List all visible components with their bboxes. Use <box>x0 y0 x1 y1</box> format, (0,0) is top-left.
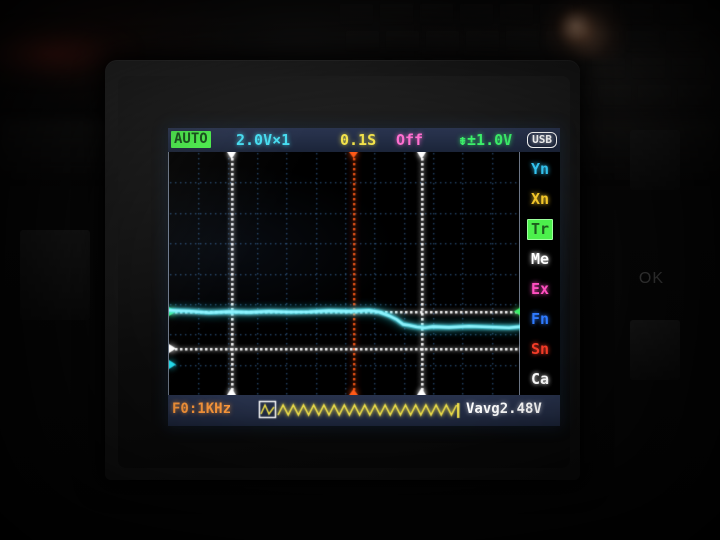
measurement-label[interactable]: Vavg2.48V <box>466 401 542 417</box>
menu-item-xn[interactable]: Xn <box>520 184 560 214</box>
run-mode-badge[interactable]: AUTO <box>171 131 211 148</box>
menu-item-me[interactable]: Me <box>520 244 560 274</box>
menu-item-label: Me <box>530 250 550 268</box>
lamp-core <box>556 6 596 46</box>
menu-item-label: Ca <box>530 370 550 388</box>
menu-item-label: Ex <box>530 280 550 298</box>
menu-item-label: Sn <box>530 340 550 358</box>
ok-label: OK <box>638 270 664 287</box>
status-bar-top: AUTO 2.0V×1 0.1S Off ⇟±1.0V USB <box>168 128 560 152</box>
time-per-div-label[interactable]: 0.1S <box>340 131 377 149</box>
menu-item-ca[interactable]: Ca <box>520 364 560 394</box>
menu-item-label: Fn <box>530 310 550 328</box>
volts-per-div-label[interactable]: 2.0V×1 <box>236 131 291 149</box>
mini-waveform[interactable] <box>258 399 463 421</box>
menu-item-label: Tr <box>526 219 554 240</box>
menu-item-ex[interactable]: Ex <box>520 274 560 304</box>
menu-item-sn[interactable]: Sn <box>520 334 560 364</box>
trace-canvas <box>169 152 521 395</box>
menu-item-yn[interactable]: Yn <box>520 154 560 184</box>
status-bar-bottom: F0:1KHz Vavg2.48V <box>168 395 560 426</box>
hardware-block-bottom <box>630 320 680 380</box>
coupling-label[interactable]: Off <box>396 131 424 149</box>
menu-item-fn[interactable]: Fn <box>520 304 560 334</box>
side-menu: Yn Xn Tr Me Ex Fn Sn Ca <box>520 152 560 395</box>
usb-icon: USB <box>527 132 557 148</box>
trigger-level-label[interactable]: ⇟±1.0V <box>458 131 513 149</box>
waveform-plot[interactable] <box>168 152 521 395</box>
hardware-block-top <box>630 130 680 190</box>
lcd-screen: AUTO 2.0V×1 0.1S Off ⇟±1.0V USB Yn Xn Tr Me… <box>168 128 560 426</box>
menu-item-label: Yn <box>530 160 550 178</box>
hardware-block-left <box>20 230 90 320</box>
menu-item-label: Xn <box>530 190 550 208</box>
frequency-label[interactable]: F0:1KHz <box>172 401 232 417</box>
menu-item-tr[interactable]: Tr <box>520 214 560 244</box>
